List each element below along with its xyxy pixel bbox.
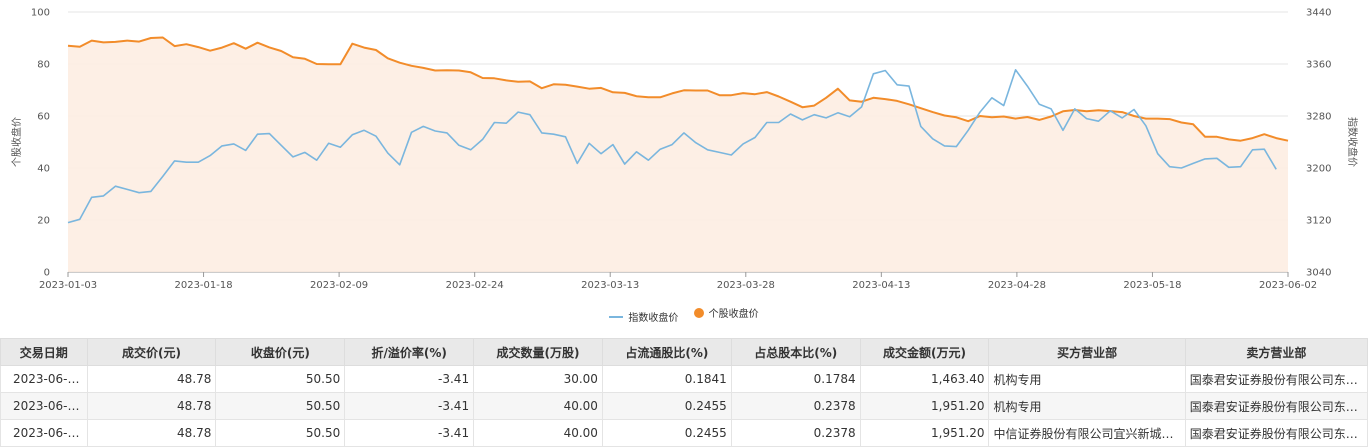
table-row: 2023-06-06 48.78 50.50 -3.41 40.00 0.245… <box>0 392 1368 420</box>
cell-total-ratio: 0.2378 <box>730 392 861 420</box>
legend-label-index: 指数收盘价 <box>628 313 679 324</box>
cell-deal-price: 48.78 <box>86 419 217 447</box>
cell-buyer: 机构专用 <box>988 392 1186 420</box>
right-axis-tick-label: 3200 <box>1306 164 1331 175</box>
cell-total-ratio: 0.2378 <box>730 419 861 447</box>
right-axis-tick-label: 3040 <box>1306 268 1331 279</box>
cell-premium-rate: -3.41 <box>344 392 475 420</box>
x-axis-tick-label: 2023-02-24 <box>446 280 504 291</box>
left-axis-tick-label: 60 <box>37 112 50 123</box>
col-header-buyer[interactable]: 买方营业部 <box>988 338 1186 366</box>
x-axis-tick-label: 2023-02-09 <box>310 280 368 291</box>
chart-area: 100 3440 80 3360 60 3280 40 3200 20 3120 0 3040 个股收盘… <box>0 8 1368 325</box>
cell-float-ratio: 0.2455 <box>601 392 732 420</box>
x-axis-tick-label: 2023-05-18 <box>1123 280 1181 291</box>
legend-item-index[interactable]: 指数收盘价 <box>609 309 678 324</box>
stock-price-area <box>68 37 1288 272</box>
legend-item-stock[interactable]: 个股收盘价 <box>693 305 759 320</box>
col-header-total-ratio[interactable]: 占总股本比(%) <box>730 338 861 366</box>
left-axis-tick-label: 20 <box>37 216 50 227</box>
cell-seller: 国泰君安证券股份有限公司东莞... <box>1184 419 1368 447</box>
cell-float-ratio: 0.2455 <box>601 419 732 447</box>
left-axis-tick-label: 100 <box>31 8 50 19</box>
left-axis-tick-label: 80 <box>37 60 50 71</box>
cell-premium-rate: -3.41 <box>344 419 475 447</box>
legend-label-stock: 个股收盘价 <box>708 309 759 320</box>
cell-seller: 国泰君安证券股份有限公司东莞... <box>1184 392 1368 420</box>
cell-amount: 1,463.40 <box>859 365 990 393</box>
col-header-amount[interactable]: 成交金额(万元) <box>859 338 990 366</box>
col-header-seller[interactable]: 卖方营业部 <box>1184 338 1368 366</box>
col-header-deal-price[interactable]: 成交价(元) <box>86 338 217 366</box>
cell-close-price: 50.50 <box>215 392 346 420</box>
cell-close-price: 50.50 <box>215 365 346 393</box>
index-price-line <box>67 69 1277 224</box>
left-axis-tick-label: 40 <box>37 164 50 175</box>
x-axis-tick-label: 2023-04-13 <box>852 280 910 291</box>
cell-premium-rate: -3.41 <box>344 365 475 393</box>
x-axis-tick-label: 2023-06-02 <box>1259 280 1317 291</box>
right-axis-tick-label: 3440 <box>1306 8 1331 19</box>
cell-amount: 1,951.20 <box>859 419 990 447</box>
x-axis-tick-label: 2023-01-03 <box>39 280 97 291</box>
left-axis-title: 个股收盘价 <box>10 117 23 167</box>
table-row: 2023-06-06 48.78 50.50 -3.41 40.00 0.245… <box>0 419 1368 447</box>
cell-close-price: 50.50 <box>215 419 346 447</box>
cell-total-ratio: 0.1784 <box>730 365 861 393</box>
col-header-volume[interactable]: 成交数量(万股) <box>473 338 603 366</box>
cell-volume: 40.00 <box>473 392 603 420</box>
table-row: 2023-06-06 48.78 50.50 -3.41 30.00 0.184… <box>0 365 1368 393</box>
col-header-premium-rate[interactable]: 折/溢价率(%) <box>344 338 475 366</box>
cell-date: 2023-06-06 <box>0 365 88 393</box>
cell-volume: 30.00 <box>473 365 603 393</box>
legend-dot-swatch <box>693 307 704 318</box>
cell-deal-price: 48.78 <box>86 392 217 420</box>
legend-line-swatch <box>609 315 624 318</box>
cell-buyer: 机构专用 <box>988 365 1186 393</box>
right-axis-tick-label: 3360 <box>1306 60 1331 71</box>
cell-volume: 40.00 <box>473 419 603 447</box>
cell-amount: 1,951.20 <box>859 392 990 420</box>
cell-deal-price: 48.78 <box>86 365 217 393</box>
cell-buyer: 中信证券股份有限公司宜兴新城路... <box>988 419 1186 447</box>
left-axis-tick-label: 0 <box>44 268 50 279</box>
col-header-date[interactable]: 交易日期 <box>0 338 88 366</box>
chart-legend: 指数收盘价 个股收盘价 <box>0 305 1368 324</box>
cell-float-ratio: 0.1841 <box>601 365 732 393</box>
cell-date: 2023-06-06 <box>0 419 88 447</box>
right-axis-tick-label: 3280 <box>1306 112 1331 123</box>
x-axis-tick-label: 2023-03-13 <box>581 280 639 291</box>
block-trade-table-container: 交易日期 成交价(元) 收盘价(元) 折/溢价率(%) 成交数量(万股) 占流通… <box>0 338 1368 447</box>
right-axis-title: 指数收盘价 <box>1346 117 1359 167</box>
table-header-row: 交易日期 成交价(元) 收盘价(元) 折/溢价率(%) 成交数量(万股) 占流通… <box>0 338 1368 366</box>
right-axis-tick-label: 3120 <box>1306 216 1331 227</box>
x-axis-tick-label: 2023-01-18 <box>174 280 232 291</box>
cell-seller: 国泰君安证券股份有限公司东莞... <box>1184 365 1368 393</box>
x-axis-tick-label: 2023-03-28 <box>717 280 775 291</box>
stock-price-line <box>67 36 1289 142</box>
col-header-float-ratio[interactable]: 占流通股比(%) <box>601 338 732 366</box>
line-chart: 100 3440 80 3360 60 3280 40 3200 20 3120 0 3040 个股收盘… <box>10 8 1359 292</box>
col-header-close-price[interactable]: 收盘价(元) <box>215 338 346 366</box>
block-trade-table: 交易日期 成交价(元) 收盘价(元) 折/溢价率(%) 成交数量(万股) 占流通… <box>0 338 1368 447</box>
x-axis-tick-label: 2023-04-28 <box>988 280 1046 291</box>
cell-date: 2023-06-06 <box>0 392 88 420</box>
